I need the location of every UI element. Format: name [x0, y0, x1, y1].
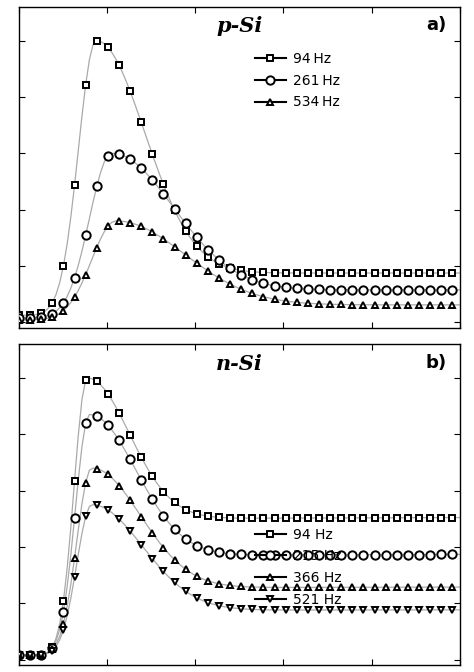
- Legend: 94 Hz, 215 Hz, 366 Hz, 521 Hz: 94 Hz, 215 Hz, 366 Hz, 521 Hz: [255, 528, 341, 607]
- Legend: 94 Hz, 261 Hz, 534 Hz: 94 Hz, 261 Hz, 534 Hz: [255, 52, 340, 110]
- Text: b): b): [426, 353, 447, 372]
- Text: p-Si: p-Si: [216, 16, 263, 36]
- Text: a): a): [426, 16, 447, 34]
- Text: n-Si: n-Si: [216, 353, 263, 374]
